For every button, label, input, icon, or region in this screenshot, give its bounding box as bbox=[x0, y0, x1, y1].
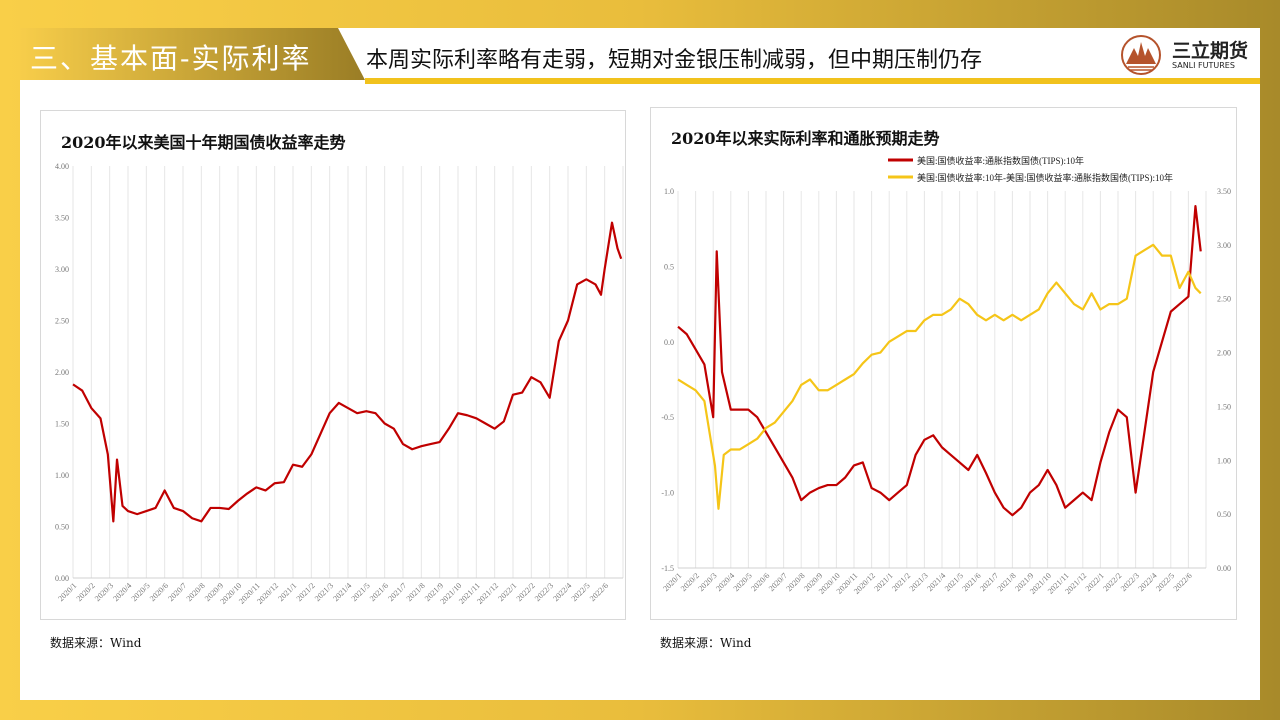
legend-label: 美国:国债收益率:10年-美国:国债收益率:通胀指数国债(TIPS):10年 bbox=[917, 172, 1173, 183]
y-tick-label: -1.0 bbox=[661, 489, 674, 498]
x-tick-label: 2020/8 bbox=[185, 581, 207, 603]
x-tick-label: 2021/7 bbox=[386, 581, 408, 603]
y-right-tick-label: 3.00 bbox=[1217, 241, 1231, 250]
x-tick-label: 2021/6 bbox=[368, 581, 390, 603]
x-tick-label: 2020/1 bbox=[56, 581, 78, 603]
section-title-box: 三、基本面-实际利率 bbox=[20, 28, 365, 80]
y-right-tick-label: 2.00 bbox=[1217, 349, 1231, 358]
y-tick-label: 0.00 bbox=[55, 574, 69, 583]
x-tick-label: 2021/8 bbox=[405, 581, 427, 603]
y-right-tick-label: 1.00 bbox=[1217, 456, 1231, 465]
header-underline bbox=[365, 78, 1260, 84]
x-tick-label: 2022/3 bbox=[1119, 571, 1141, 593]
y-tick-label: 0.5 bbox=[664, 262, 674, 271]
y-right-tick-label: 2.50 bbox=[1217, 295, 1231, 304]
yield-chart: 0.00 0.50 1.00 1.50 2.00 2.50 3.00 3.50 4.00 2020… bbox=[55, 162, 624, 606]
x-tick-label: 2022/2 bbox=[515, 581, 537, 603]
logo-english: SANLI FUTURES bbox=[1172, 61, 1235, 70]
y-tick-label: 2.50 bbox=[55, 317, 69, 326]
x-tick-label: 2020/3 bbox=[697, 571, 719, 593]
x-tick-label: 2022/4 bbox=[1137, 571, 1159, 593]
y-tick-label: 2.00 bbox=[55, 368, 69, 377]
x-tick-label: 2020/6 bbox=[148, 581, 170, 603]
chart-title: 2020年以来实际利率和通胀预期走势 bbox=[671, 129, 940, 148]
x-tick-label: 2020/2 bbox=[75, 581, 97, 603]
x-tick-label: 2021/8 bbox=[996, 571, 1018, 593]
y-right-tick-label: 0.00 bbox=[1217, 564, 1231, 573]
section-title: 三、基本面-实际利率 bbox=[30, 42, 312, 75]
x-tick-label: 2022/6 bbox=[588, 581, 610, 603]
x-tick-label: 2022/2 bbox=[1101, 571, 1123, 593]
source-note-left: 数据来源：Wind bbox=[50, 636, 142, 650]
x-tick-label: 2021/5 bbox=[350, 581, 372, 603]
x-tick-label: 2020/7 bbox=[767, 571, 789, 593]
x-tick-label: 2020/5 bbox=[130, 581, 152, 603]
x-tick-label: 2021/6 bbox=[961, 571, 983, 593]
x-tick-label: 2020/3 bbox=[93, 581, 115, 603]
slide-subtitle: 本周实际利率略有走弱，短期对金银压制减弱，但中期压制仍存 bbox=[366, 48, 983, 73]
mountain-logo-icon bbox=[1121, 35, 1161, 75]
x-tick-label: 2022/5 bbox=[570, 581, 592, 603]
x-tick-label: 2021/1 bbox=[873, 571, 895, 593]
logo-name: 三立期货 bbox=[1172, 40, 1249, 62]
x-tick-label: 2022/1 bbox=[496, 581, 518, 603]
x-tick-label: 2020/8 bbox=[785, 571, 807, 593]
series-line bbox=[677, 243, 1202, 510]
x-tick-label: 2022/3 bbox=[533, 581, 555, 603]
x-tick-label: 2020/6 bbox=[749, 571, 771, 593]
y-tick-label: 3.50 bbox=[55, 214, 69, 223]
x-tick-label: 2022/1 bbox=[1084, 571, 1106, 593]
x-tick-label: 2021/2 bbox=[890, 571, 912, 593]
x-tick-label: 2021/3 bbox=[908, 571, 930, 593]
y-tick-label: 0.0 bbox=[664, 338, 674, 347]
x-tick-label: 2021/2 bbox=[295, 581, 317, 603]
y-tick-label: -1.5 bbox=[661, 564, 674, 573]
y-tick-label: 1.00 bbox=[55, 471, 69, 480]
x-tick-label: 2021/5 bbox=[943, 571, 965, 593]
y-tick-label: 1.50 bbox=[55, 420, 69, 429]
y-tick-label: 0.50 bbox=[55, 523, 69, 532]
y-tick-label: 4.00 bbox=[55, 162, 69, 171]
x-tick-label: 2021/4 bbox=[925, 571, 947, 593]
series-line bbox=[677, 204, 1202, 517]
x-tick-label: 2021/4 bbox=[331, 581, 353, 603]
x-tick-label: 2020/5 bbox=[732, 571, 754, 593]
x-tick-label: 2022/4 bbox=[551, 581, 573, 603]
x-tick-label: 2020/4 bbox=[714, 571, 736, 593]
legend-label: 美国:国债收益率:通胀指数国债(TIPS):10年 bbox=[917, 155, 1084, 166]
source-note-right: 数据来源：Wind bbox=[660, 636, 752, 650]
real-rate-chart: -1.5 -1.0 -0.5 0.0 0.5 1.0 0.00 0.50 1.00 1.50 2.0… bbox=[661, 155, 1231, 596]
company-logo: 三立期货 SANLI FUTURES bbox=[1118, 34, 1258, 76]
chart-title: 2020年以来美国十年期国债收益率走势 bbox=[61, 133, 346, 152]
x-tick-label: 2020/2 bbox=[679, 571, 701, 593]
x-tick-label: 2021/3 bbox=[313, 581, 335, 603]
chart-panel-right: 2020年以来实际利率和通胀预期走势 -1.5 -1.0 -0.5 0.0 0.5 1.0… bbox=[650, 107, 1237, 620]
y-right-tick-label: 1.50 bbox=[1217, 402, 1231, 411]
y-right-tick-label: 0.50 bbox=[1217, 510, 1231, 519]
chart-panel-left: 2020年以来美国十年期国债收益率走势 0.00 0.50 1.00 1.50 2.00… bbox=[40, 110, 626, 620]
y-tick-label: -0.5 bbox=[661, 413, 674, 422]
y-tick-label: 3.00 bbox=[55, 265, 69, 274]
x-tick-label: 2021/7 bbox=[978, 571, 1000, 593]
y-tick-label: 1.0 bbox=[664, 187, 674, 196]
x-tick-label: 2020/7 bbox=[166, 581, 188, 603]
series-line bbox=[72, 221, 623, 523]
x-tick-label: 2022/6 bbox=[1172, 571, 1194, 593]
y-right-tick-label: 3.50 bbox=[1217, 187, 1231, 196]
x-tick-label: 2022/5 bbox=[1154, 571, 1176, 593]
x-tick-label: 2021/1 bbox=[276, 581, 298, 603]
x-tick-label: 2020/1 bbox=[661, 571, 683, 593]
x-tick-label: 2020/4 bbox=[111, 581, 133, 603]
